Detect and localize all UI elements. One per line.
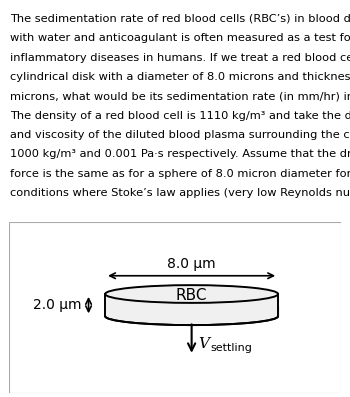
Text: 8.0 μm: 8.0 μm [167,256,216,271]
Text: 1000 kg/m³ and 0.001 Pa·s respectively. Assume that the drag: 1000 kg/m³ and 0.001 Pa·s respectively. … [10,149,350,159]
Ellipse shape [105,307,278,325]
Text: The sedimentation rate of red blood cells (RBC’s) in blood diluted: The sedimentation rate of red blood cell… [10,14,350,24]
Bar [105,294,278,316]
Text: V: V [198,337,209,351]
Text: inflammatory diseases in humans. If we treat a red blood cell as a: inflammatory diseases in humans. If we t… [10,53,350,63]
Bar [104,306,280,316]
Text: RBC: RBC [176,288,207,303]
Text: settling: settling [211,343,253,353]
Text: cylindrical disk with a diameter of 8.0 microns and thickness of 2.0: cylindrical disk with a diameter of 8.0 … [10,72,350,82]
Ellipse shape [105,285,278,303]
Text: 2.0 μm: 2.0 μm [33,298,82,312]
Text: force is the same as for a sphere of 8.0 micron diameter for: force is the same as for a sphere of 8.0… [10,169,350,179]
Text: microns, what would be its sedimentation rate (in mm/hr) in water?: microns, what would be its sedimentation… [10,91,350,101]
Text: The density of a red blood cell is 1110 kg/m³ and take the density: The density of a red blood cell is 1110 … [10,111,350,121]
Text: conditions where Stoke’s law applies (very low Reynolds number).: conditions where Stoke’s law applies (ve… [10,188,350,198]
Text: and viscosity of the diluted blood plasma surrounding the cell to be: and viscosity of the diluted blood plasm… [10,130,350,140]
Text: with water and anticoagulant is often measured as a test for: with water and anticoagulant is often me… [10,33,350,43]
